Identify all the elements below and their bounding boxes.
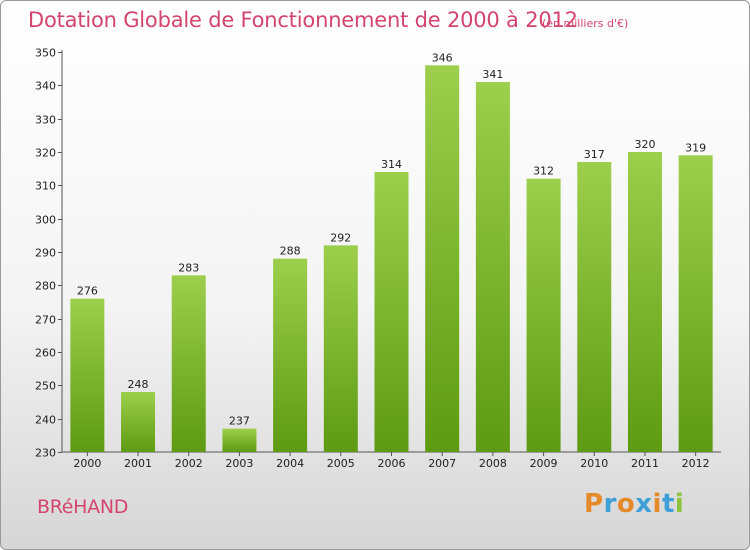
y-tick-label: 260 [35,347,56,360]
bar [526,178,561,452]
bar [475,82,510,452]
x-tick-label: 2007 [428,457,456,470]
x-tick-label: 2011 [631,457,659,470]
data-label: 276 [77,285,98,298]
bar [171,275,206,452]
proxiti-logo: Proxiti [584,489,685,519]
x-tick-label: 2001 [124,457,152,470]
data-label: 341 [482,68,503,81]
data-label: 346 [432,51,453,64]
x-tick-label: 2002 [175,457,203,470]
data-label: 314 [381,158,402,171]
bars [70,65,713,453]
x-tick-label: 2006 [378,457,406,470]
y-tick-label: 280 [35,280,56,293]
data-label: 319 [685,141,706,154]
y-tick-label: 230 [35,447,56,460]
x-tick-label: 2004 [276,457,304,470]
bar [121,392,156,452]
chart-subtitle: (en milliers d'€) [542,17,629,30]
y-tick-label: 310 [35,180,56,193]
bar [222,428,257,452]
y-tick-label: 300 [35,214,56,227]
y-tick-label: 320 [35,147,56,160]
bar [70,298,105,452]
x-tick-label: 2000 [73,457,101,470]
y-tick-label: 350 [35,47,56,60]
bar [374,172,409,452]
bar [323,245,358,452]
data-label: 312 [533,165,554,178]
x-tick-label: 2009 [530,457,558,470]
data-label: 237 [229,415,250,428]
data-label: 288 [280,245,301,258]
data-label: 317 [584,148,605,161]
data-labels: 276 248 283 237 288 292 314 346 341 312 317 320 319 [77,51,706,427]
axes: 230 240 250 260 270 280 290 300 310 320 330 340 350 2… [35,47,721,470]
x-tick-label: 2008 [479,457,507,470]
x-tick-label: 2003 [225,457,253,470]
y-tick-label: 240 [35,414,56,427]
data-label: 248 [128,378,149,391]
data-label: 320 [634,138,655,151]
bar [425,65,460,452]
y-tick-label: 330 [35,114,56,127]
y-tick-label: 250 [35,380,56,393]
x-tick-label: 2005 [327,457,355,470]
commune-name: BRéHAND [37,496,129,518]
y-tick-label: 270 [35,314,56,327]
bar [273,258,308,452]
y-tick-label: 290 [35,247,56,260]
data-label: 292 [330,231,351,244]
data-label: 283 [178,261,199,274]
y-tick-label: 340 [35,80,56,93]
bar [678,155,713,453]
bar [627,152,662,452]
x-tick-label: 2010 [580,457,608,470]
x-tick-label: 2012 [682,457,710,470]
bar [577,162,612,452]
chart-title: Dotation Globale de Fonctionnement de 20… [28,8,578,32]
